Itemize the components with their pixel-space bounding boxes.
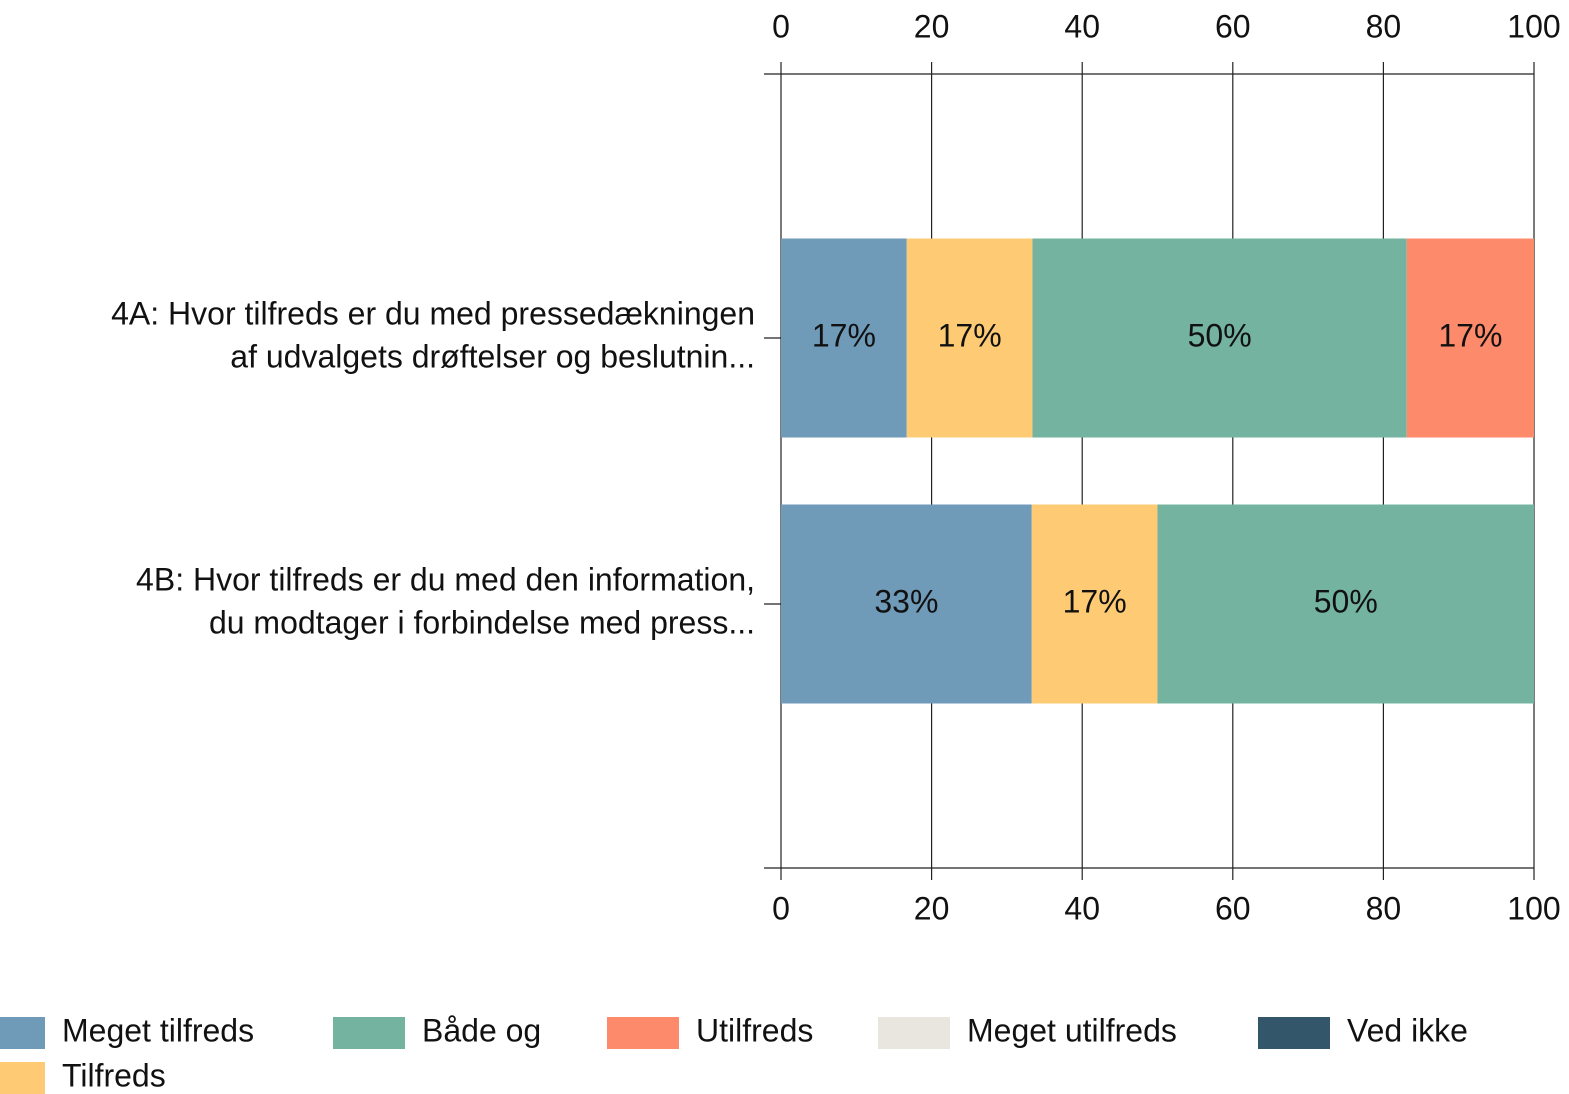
legend-label: Tilfreds [62,1057,166,1093]
x-tick-label-top: 0 [772,8,790,44]
legend-swatch [0,1062,45,1094]
y-tick-label: 4A: Hvor tilfreds er du med pressedæknin… [111,295,755,331]
x-tick-label-top: 20 [914,8,950,44]
legend-label: Ved ikke [1347,1012,1468,1048]
legend-label: Både og [422,1012,541,1048]
y-tick-label: af udvalgets drøftelser og beslutnin... [230,338,755,374]
legend-swatch [0,1017,45,1049]
legend-label: Meget utilfreds [967,1012,1177,1048]
x-tick-label-top: 40 [1064,8,1100,44]
legend-label: Meget tilfreds [62,1012,254,1048]
x-tick-label-top: 80 [1366,8,1402,44]
bar-segment [781,238,907,438]
y-tick-label: 4B: Hvor tilfreds er du med den informat… [136,561,755,597]
bar-segment [1157,504,1534,704]
value-label: 17% [938,317,1002,353]
x-tick-label-bottom: 40 [1064,890,1100,926]
bar-segment [1031,504,1158,704]
legend-swatch [333,1017,405,1049]
bar-segment [1406,238,1534,438]
x-tick-label-bottom: 20 [914,890,950,926]
value-label: 17% [812,317,876,353]
x-tick-label-bottom: 60 [1215,890,1251,926]
x-tick-label-bottom: 0 [772,890,790,926]
value-label: 17% [1438,317,1502,353]
bar-segment [1032,238,1407,438]
value-label: 33% [874,583,938,619]
x-tick-label-bottom: 100 [1507,890,1560,926]
bar-segment [781,504,1032,704]
bar-segment [906,238,1033,438]
x-tick-label-top: 60 [1215,8,1251,44]
legend-label: Utilfreds [696,1012,813,1048]
value-label: 50% [1314,583,1378,619]
x-tick-label-bottom: 80 [1366,890,1402,926]
legend-swatch [878,1017,950,1049]
legend-swatch [1258,1017,1330,1049]
legend-swatch [607,1017,679,1049]
value-label: 50% [1188,317,1252,353]
y-tick-label: du modtager i forbindelse med press... [209,604,755,640]
value-label: 17% [1063,583,1127,619]
x-tick-label-top: 100 [1507,8,1560,44]
